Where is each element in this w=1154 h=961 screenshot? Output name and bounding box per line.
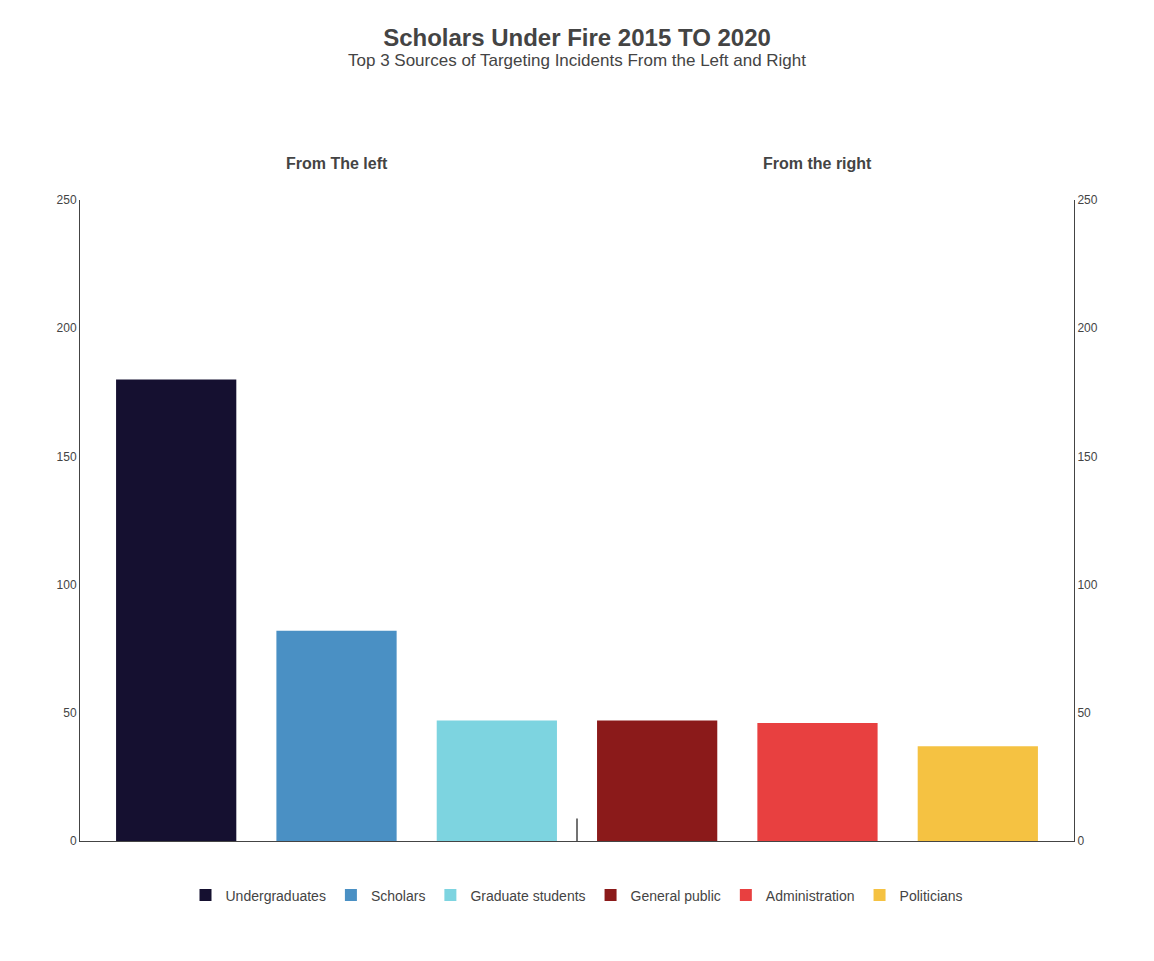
svg-text:From the right: From the right (763, 155, 872, 172)
svg-text:150: 150 (1077, 450, 1097, 464)
svg-text:Graduate students: Graduate students (470, 888, 585, 904)
svg-text:150: 150 (57, 450, 77, 464)
svg-text:50: 50 (1077, 706, 1091, 720)
svg-text:200: 200 (1077, 321, 1097, 335)
svg-text:100: 100 (1077, 578, 1097, 592)
svg-text:50: 50 (63, 706, 77, 720)
svg-text:0: 0 (1077, 834, 1084, 848)
svg-text:Politicians: Politicians (900, 888, 963, 904)
svg-text:From The left: From The left (286, 155, 388, 172)
svg-text:Top 3 Sources of Targeting Inc: Top 3 Sources of Targeting Incidents Fro… (348, 51, 806, 70)
svg-text:Scholars Under Fire 2015 TO 20: Scholars Under Fire 2015 TO 2020 (383, 24, 771, 51)
svg-text:250: 250 (1077, 193, 1097, 207)
svg-text:250: 250 (57, 193, 77, 207)
svg-text:Undergraduates: Undergraduates (226, 888, 326, 904)
svg-text:General public: General public (631, 888, 721, 904)
svg-text:0: 0 (70, 834, 77, 848)
svg-text:100: 100 (57, 578, 77, 592)
svg-text:Administration: Administration (766, 888, 855, 904)
svg-text:Scholars: Scholars (371, 888, 425, 904)
svg-text:200: 200 (57, 321, 77, 335)
